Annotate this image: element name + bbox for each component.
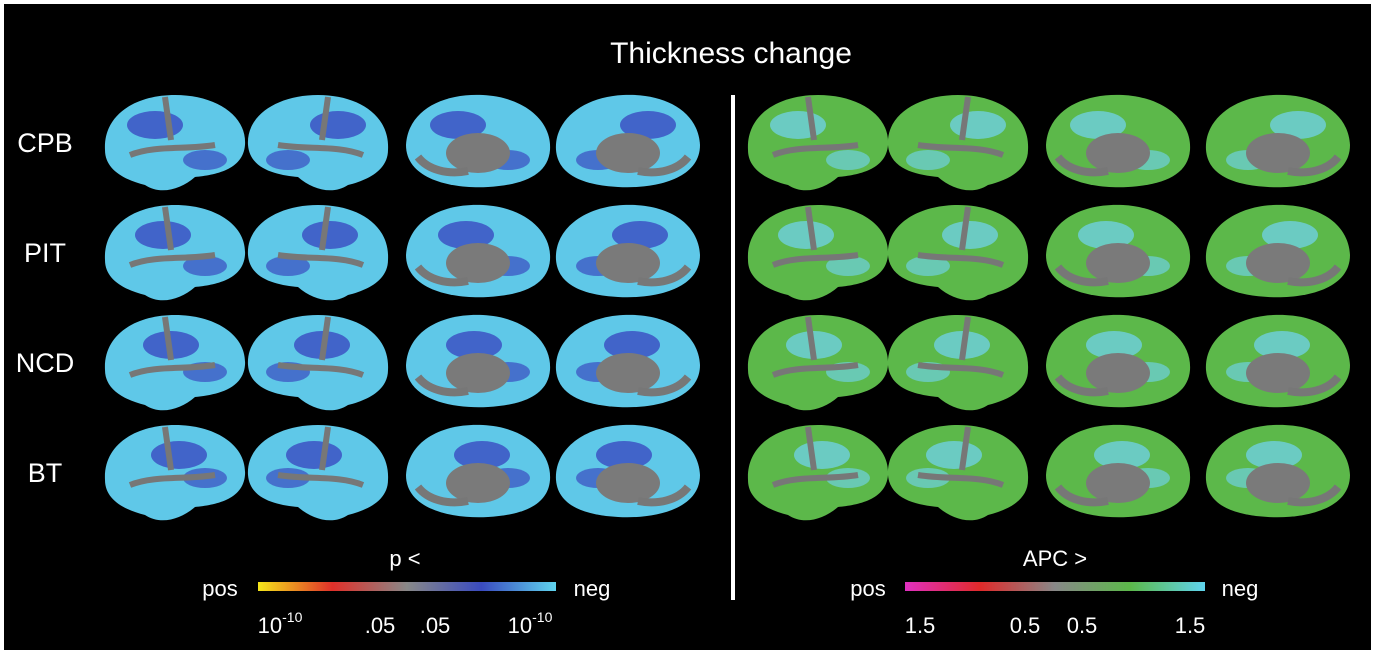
- tick-base: 10: [508, 613, 532, 638]
- brain-core: [596, 353, 660, 393]
- brain-patch: [127, 111, 183, 139]
- brain-patch: [135, 221, 191, 249]
- legend-title: p <: [389, 546, 420, 571]
- legend-end: pos: [202, 576, 237, 601]
- row-label: PIT: [24, 238, 66, 268]
- brain-core: [446, 243, 510, 283]
- legend-end: neg: [574, 576, 611, 601]
- legend-title: APC >: [1023, 546, 1087, 571]
- tick-label: 1.5: [1175, 613, 1206, 638]
- legend-end: neg: [1222, 576, 1259, 601]
- colorbar-left: [258, 582, 556, 591]
- brain-core: [1246, 243, 1310, 283]
- brain-core: [1246, 133, 1310, 173]
- brain-patch: [183, 150, 227, 170]
- brain-patch: [794, 441, 850, 469]
- brain-patch: [778, 221, 834, 249]
- brain-patch: [906, 150, 950, 170]
- tick-exp: -10: [532, 609, 552, 625]
- row-label: BT: [28, 458, 63, 488]
- row-label: NCD: [16, 348, 75, 378]
- tick-label: 0.5: [1010, 613, 1041, 638]
- brain-patch: [950, 111, 1006, 139]
- brain-core: [446, 133, 510, 173]
- brain-patch: [942, 221, 998, 249]
- tick-label: .05: [420, 613, 451, 638]
- brain-patch: [770, 111, 826, 139]
- brain-core: [1246, 353, 1310, 393]
- brain-core: [446, 463, 510, 503]
- brain-patch: [310, 111, 366, 139]
- figure: Thickness change p < pos neg APC > pos n…: [0, 0, 1375, 653]
- colorbar-right: [905, 582, 1205, 591]
- legend-end: pos: [850, 576, 885, 601]
- tick-label: 1.5: [905, 613, 936, 638]
- brain-core: [446, 353, 510, 393]
- brain-patch: [926, 441, 982, 469]
- tick-base: 10: [258, 613, 282, 638]
- brain-patch: [286, 441, 342, 469]
- brain-patch: [151, 441, 207, 469]
- brain-core: [596, 463, 660, 503]
- brain-patch: [302, 221, 358, 249]
- figure-title: Thickness change: [610, 37, 852, 70]
- tick-exp: -10: [282, 609, 302, 625]
- brain-core: [1086, 243, 1150, 283]
- brain-core: [1086, 463, 1150, 503]
- brain-patch: [266, 150, 310, 170]
- row-label: CPB: [17, 128, 73, 158]
- brain-core: [1246, 463, 1310, 503]
- tick-label: .05: [365, 613, 396, 638]
- brain-core: [1086, 133, 1150, 173]
- brain-core: [596, 243, 660, 283]
- brain-core: [596, 133, 660, 173]
- brain-patch: [826, 150, 870, 170]
- brain-core: [1086, 353, 1150, 393]
- tick-label: 0.5: [1067, 613, 1098, 638]
